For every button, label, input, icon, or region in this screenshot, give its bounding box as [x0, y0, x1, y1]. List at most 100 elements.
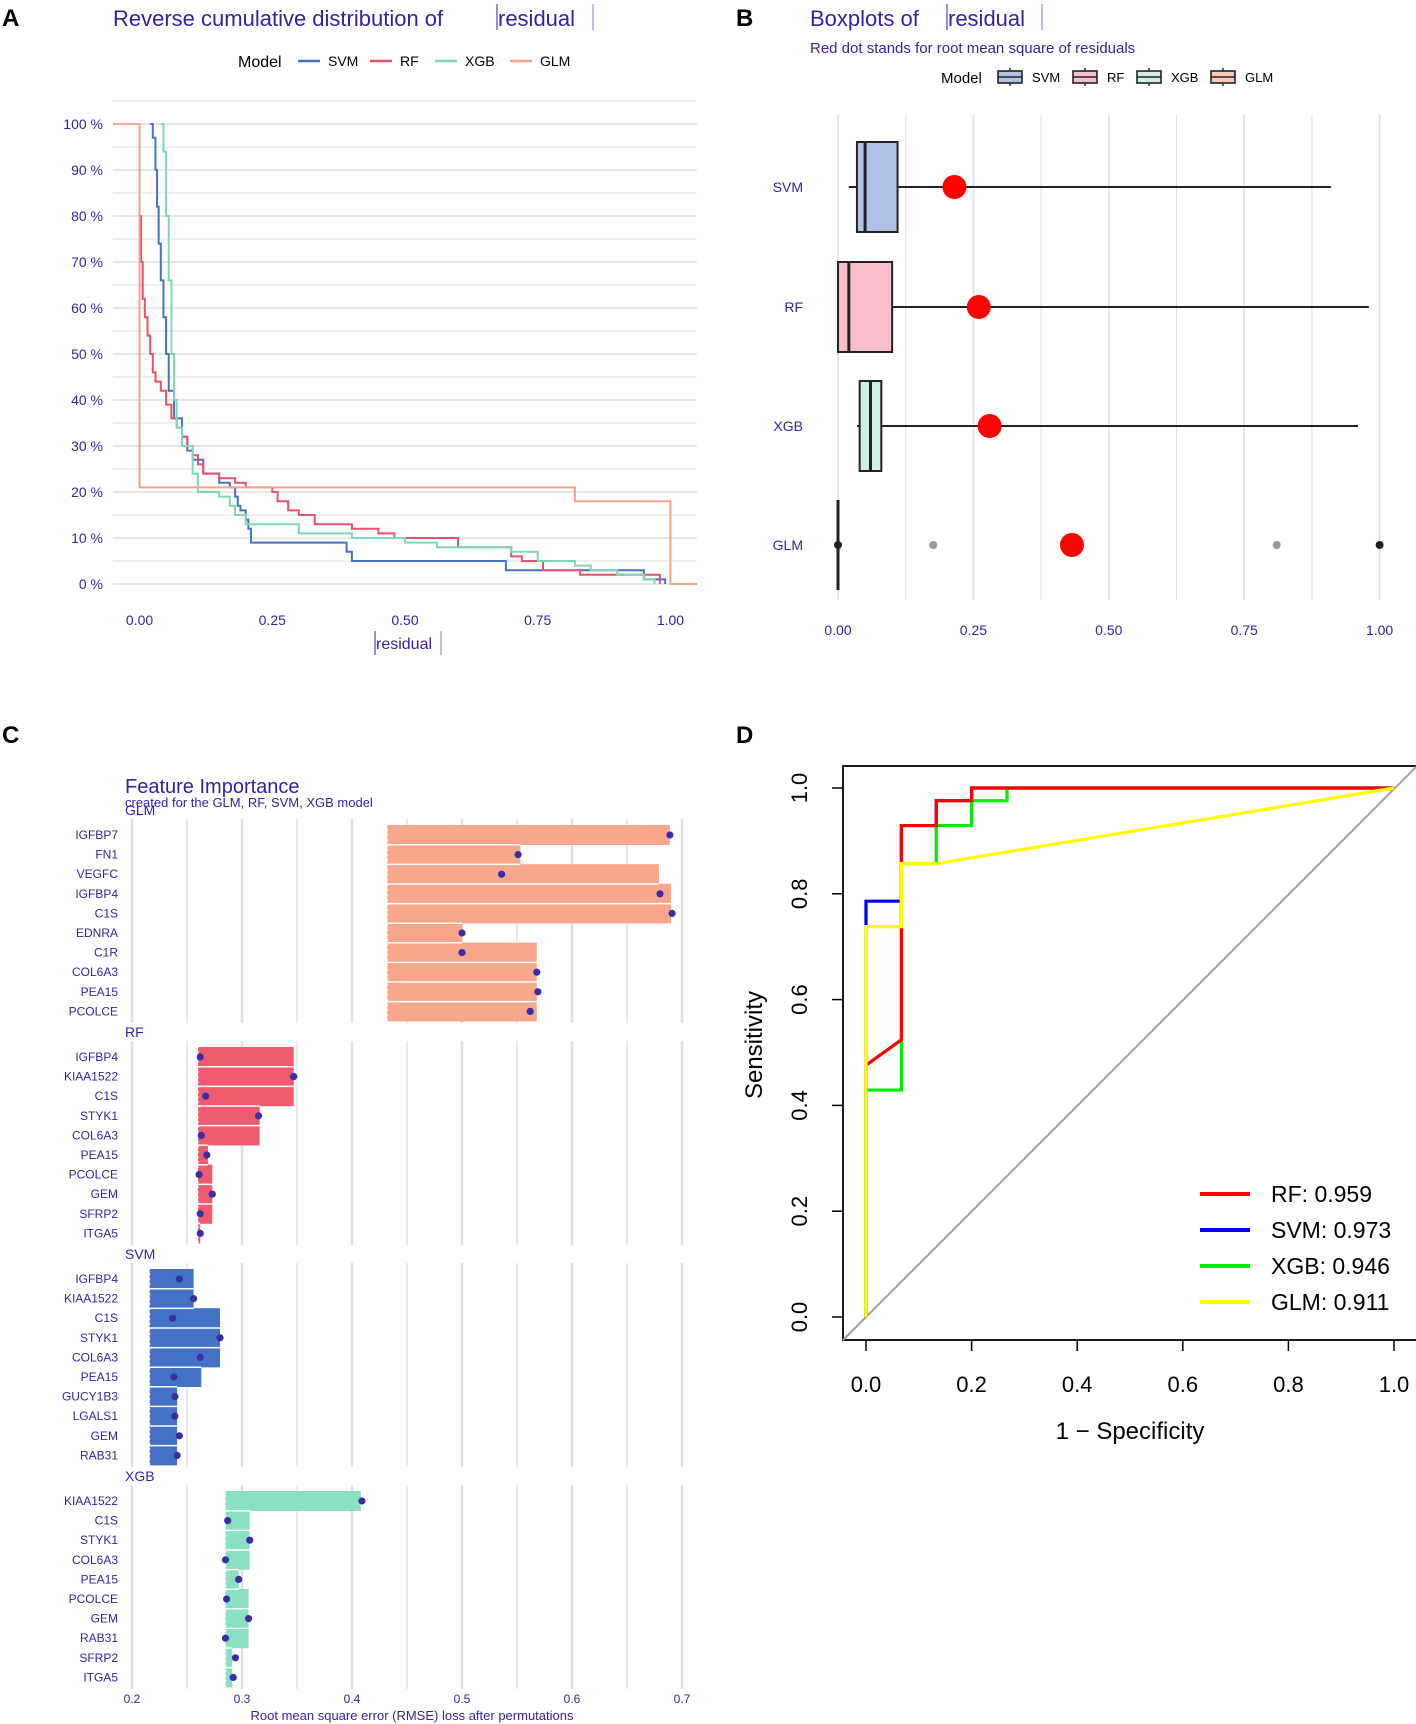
chart-b-xtick-label: 0.25	[960, 622, 987, 638]
feature-bar-rf	[198, 1047, 294, 1067]
feature-point-glm	[534, 988, 542, 996]
feature-label: GEM	[91, 1612, 118, 1626]
feature-label: C1S	[95, 906, 118, 920]
feature-point-rf	[254, 1112, 263, 1120]
feature-point-rf	[196, 1229, 204, 1237]
feature-point-svm	[171, 1412, 179, 1420]
feature-label: SFRP2	[79, 1651, 118, 1665]
feature-label: C1S	[95, 1311, 118, 1325]
chart-d-ytick-label: 1.0	[787, 773, 812, 804]
chart-a-ytick-label: 80 %	[71, 208, 103, 224]
chart-d-legend: RF: 0.959 SVM: 0.973 XGB: 0.946 GLM: 0.911	[1200, 1181, 1391, 1315]
feature-label: GEM	[91, 1429, 118, 1443]
chart-d-axes: 0.0 0.2 0.4 0.6 0.8 1.0 0.0 0.2 0.4 0.6 0.8 1.0	[787, 765, 1416, 1397]
feature-bar-xgb	[225, 1510, 250, 1531]
chart-a-ytick-label: 50 %	[71, 346, 103, 362]
chart-a-ytick-label: 60 %	[71, 300, 103, 316]
feature-label: IGFBP4	[75, 887, 118, 901]
chart-a-ytick-label: 0 %	[79, 576, 103, 592]
feature-bar-glm	[387, 962, 537, 983]
chart-c-xtick-label: 0.2	[124, 1692, 141, 1706]
box-rmse-dot-rf	[966, 295, 991, 319]
feature-bar-svm	[149, 1425, 178, 1446]
box-outlier-glm	[1272, 541, 1281, 549]
chart-a-xtick-label: 0.25	[259, 612, 286, 628]
box-rmse-dot-svm	[942, 175, 967, 199]
feature-label: STYK1	[80, 1109, 118, 1123]
chart-d-ylabel: Sensitivity	[741, 991, 768, 1099]
feature-bar-glm	[387, 883, 671, 904]
feature-point-rf	[195, 1171, 203, 1179]
chart-d-ytick-label: 0.8	[787, 879, 812, 910]
legend-label-rf: RF: 0.959	[1271, 1181, 1372, 1207]
roc-diagonal	[842, 765, 1416, 1341]
feature-bar-svm	[149, 1347, 220, 1368]
feature-point-xgb	[358, 1497, 366, 1505]
feature-bar-glm	[387, 923, 462, 943]
feature-bar-xgb	[225, 1647, 233, 1668]
chart-a-xlabel: residual	[376, 636, 432, 653]
legend-label-glm: GLM: 0.911	[1271, 1289, 1389, 1315]
feature-point-svm	[216, 1334, 224, 1342]
feature-label: COL6A3	[72, 1553, 118, 1567]
chart-b-legend-title: Model	[941, 70, 982, 87]
chart-b-subtitle: Red dot stands for root mean square of r…	[810, 40, 1135, 57]
box-outlier-glm	[1375, 541, 1384, 549]
feature-label: STYK1	[80, 1533, 118, 1547]
series-line-glm	[113, 123, 697, 585]
feature-bar-rf	[198, 1164, 213, 1185]
feature-bar-svm	[149, 1386, 178, 1407]
feature-point-glm	[498, 870, 506, 878]
chart-b-legend: SVM RF XGB GLM	[997, 68, 1273, 86]
chart-a-grid	[113, 100, 697, 585]
feature-bar-svm	[149, 1406, 178, 1427]
feature-point-glm	[514, 851, 522, 859]
feature-label: LGALS1	[73, 1409, 119, 1423]
chart-b-xtick-label: 0.00	[824, 622, 851, 638]
chart-a-ytick-label: 30 %	[71, 438, 103, 454]
feature-label: PCOLCE	[69, 1168, 118, 1182]
chart-c-subtitle: created for the GLM, RF, SVM, XGB model	[125, 795, 373, 810]
chart-a-lines	[113, 123, 697, 585]
feature-bar-glm	[387, 1001, 537, 1022]
feature-point-svm	[173, 1451, 181, 1459]
feature-bar-rf	[198, 1086, 294, 1107]
feature-point-svm	[175, 1275, 183, 1283]
chart-a-ticks: 0 % 10 % 20 % 30 % 40 % 50 % 60 % 70 % 80 % 90 % 1…	[63, 116, 684, 628]
chart-a-xtick-label: 0.50	[391, 612, 418, 628]
chart-c-xtick-label: 0.7	[674, 1692, 691, 1706]
feature-bar-svm	[149, 1327, 220, 1348]
feature-point-svm	[171, 1393, 179, 1401]
feature-label: PEA15	[81, 1572, 119, 1586]
feature-point-xgb	[223, 1595, 231, 1603]
feature-bar-glm	[387, 844, 521, 865]
feature-label: C1S	[95, 1514, 118, 1528]
feature-label: PEA15	[81, 985, 119, 999]
roc-curve-glm	[864, 786, 1395, 1317]
feature-label: IGFBP4	[75, 1272, 118, 1286]
chart-a-ytick-label: 10 %	[71, 530, 103, 546]
feature-bar-glm	[387, 903, 671, 924]
feature-point-xgb	[235, 1575, 243, 1583]
feature-label: RAB31	[80, 1631, 118, 1645]
feature-point-svm	[190, 1295, 198, 1303]
feature-bar-xgb	[225, 1530, 250, 1551]
feature-label: C1R	[94, 946, 118, 960]
chart-a-title-var: residual	[498, 6, 575, 31]
feature-label: PEA15	[81, 1370, 119, 1384]
feature-bar-glm	[387, 825, 670, 845]
chart-a-title: Reverse cumulative distribution of	[113, 6, 444, 31]
chart-b-title-var: residual	[948, 6, 1025, 31]
panel-label-c: C	[2, 722, 19, 749]
feature-bar-xgb	[225, 1491, 361, 1511]
feature-point-svm	[170, 1373, 178, 1381]
chart-d-xtick-label: 0.4	[1062, 1372, 1093, 1397]
feature-label: IGFBP7	[75, 828, 118, 842]
feature-label: KIAA1522	[64, 1070, 118, 1084]
feature-point-glm	[656, 890, 664, 898]
chart-d-xtick-label: 0.8	[1273, 1372, 1304, 1397]
feature-point-xgb	[224, 1517, 232, 1525]
facet-title-rf: RF	[125, 1024, 144, 1040]
chart-c-title: Feature Importance	[125, 776, 300, 798]
